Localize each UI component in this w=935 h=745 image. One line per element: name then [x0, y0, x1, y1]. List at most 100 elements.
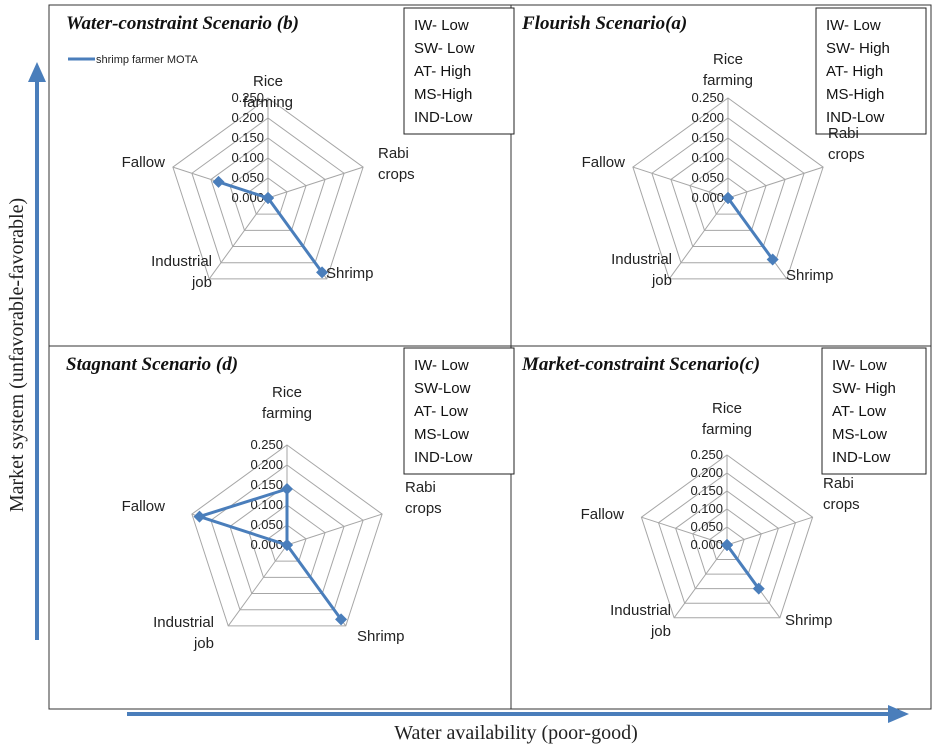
grid-spoke [727, 166, 824, 199]
grid-ring [675, 490, 779, 590]
condition-line: IND-Low [826, 109, 885, 126]
radar-panels: Water-constraint Scenario (b) IW- Low SW- … [66, 7, 927, 652]
tick-label: 0.050 [690, 519, 723, 534]
condition-line: AT- Low [414, 403, 468, 420]
panel-title: Flourish Scenario(a) [521, 13, 687, 34]
data-point [212, 175, 225, 188]
grid-ring [248, 177, 288, 215]
x-axis-arrowhead [888, 705, 909, 723]
grid-ring [229, 157, 307, 231]
radar-panel-1: Water-constraint Scenario (b) IW- Low SW- … [66, 7, 515, 291]
data-point [752, 582, 765, 595]
condition-line: SW- High [832, 380, 896, 397]
category-label: farming [703, 72, 753, 89]
series-line [726, 196, 775, 261]
category-label: farming [262, 405, 312, 422]
condition-line: SW- High [826, 40, 890, 57]
category-label: Shrimp [357, 628, 405, 645]
tick-label: 0.150 [250, 477, 283, 492]
tick-label: 0.200 [691, 110, 724, 125]
tick-label: 0.150 [691, 130, 724, 145]
category-label: Industrial [153, 614, 214, 631]
tick-label: 0.250 [231, 90, 264, 105]
tick-label: 0.150 [690, 483, 723, 498]
grid-spoke [673, 544, 728, 619]
category-label: job [191, 274, 212, 291]
legend-label: shrimp farmer MOTA [96, 54, 199, 66]
condition-line: SW-Low [414, 380, 471, 397]
condition-line: IW- Low [826, 17, 881, 34]
x-axis-title: Water availability (poor-good) [394, 722, 637, 744]
figure-frame [48, 4, 932, 710]
data-point [721, 539, 733, 551]
grid-spoke [267, 166, 364, 199]
category-label: crops [378, 166, 415, 183]
category-label: job [193, 635, 214, 652]
grid-ring [692, 508, 762, 575]
condition-line: MS-Low [832, 426, 887, 443]
condition-line: AT- Low [832, 403, 886, 420]
grid-ring [210, 464, 364, 611]
legend: shrimp farmer MOTA [68, 54, 199, 66]
category-label: Rabi [405, 479, 436, 496]
grid-spoke [668, 197, 729, 280]
grid-ring [709, 526, 745, 561]
category-label: crops [828, 146, 865, 163]
category-label: Fallow [122, 154, 166, 171]
grid-ring [229, 484, 345, 595]
category-label: job [651, 272, 672, 289]
tick-label: 0.000 [691, 190, 724, 205]
tick-label: 0.250 [691, 90, 724, 105]
category-label: Rabi [378, 145, 409, 162]
data-point [722, 192, 734, 204]
tick-label: 0.250 [690, 447, 723, 462]
grid-ring [640, 454, 814, 619]
category-label: Rice [713, 51, 743, 68]
tick-label: 0.100 [250, 497, 283, 512]
category-label: farming [702, 421, 752, 438]
tick-label: 0.100 [690, 501, 723, 516]
category-label: Rice [712, 400, 742, 417]
grid-ring [191, 444, 383, 627]
panel-title: Market-constraint Scenario(c) [521, 354, 760, 375]
conditions-box [403, 7, 515, 135]
series-line [198, 487, 343, 621]
tick-label: 0.050 [231, 170, 264, 185]
grid-spoke [726, 516, 813, 546]
tick-label: 0.050 [250, 517, 283, 532]
grid-spoke [286, 513, 383, 546]
radar-panel-4: Market-constraint Scenario(c) IW- Low SW- … [521, 347, 927, 640]
data-point [281, 483, 293, 495]
condition-line: MS-Low [414, 426, 469, 443]
category-label: Shrimp [785, 612, 833, 629]
grid-spoke [632, 166, 729, 199]
grid-ring [632, 97, 824, 280]
grid-ring [191, 117, 345, 264]
data-point [316, 266, 329, 279]
category-label: farming [243, 94, 293, 111]
conditions-box [815, 7, 927, 135]
condition-line: AT- High [414, 63, 471, 80]
data-point [766, 253, 779, 266]
panel-title: Stagnant Scenario (d) [66, 354, 238, 375]
condition-line: IND-Low [832, 449, 891, 466]
data-point [335, 613, 348, 626]
category-label: job [650, 623, 671, 640]
tick-label: 0.250 [250, 437, 283, 452]
y-axis-arrowhead [28, 62, 46, 82]
conditions-box [403, 347, 515, 475]
condition-line: MS-High [414, 86, 472, 103]
category-label: Rice [253, 73, 283, 90]
tick-label: 0.050 [691, 170, 724, 185]
grid-ring [248, 504, 326, 578]
tick-label: 0.200 [231, 110, 264, 125]
category-label: Industrial [611, 251, 672, 268]
radar-panel-2: Flourish Scenario(a) IW- Low SW- High AT- H… [521, 7, 927, 289]
grid-spoke [208, 197, 269, 280]
category-label: Industrial [151, 253, 212, 270]
condition-line: SW- Low [414, 40, 475, 57]
grid-ring [651, 117, 805, 264]
grid-ring [172, 97, 364, 280]
condition-line: IW- Low [414, 357, 469, 374]
